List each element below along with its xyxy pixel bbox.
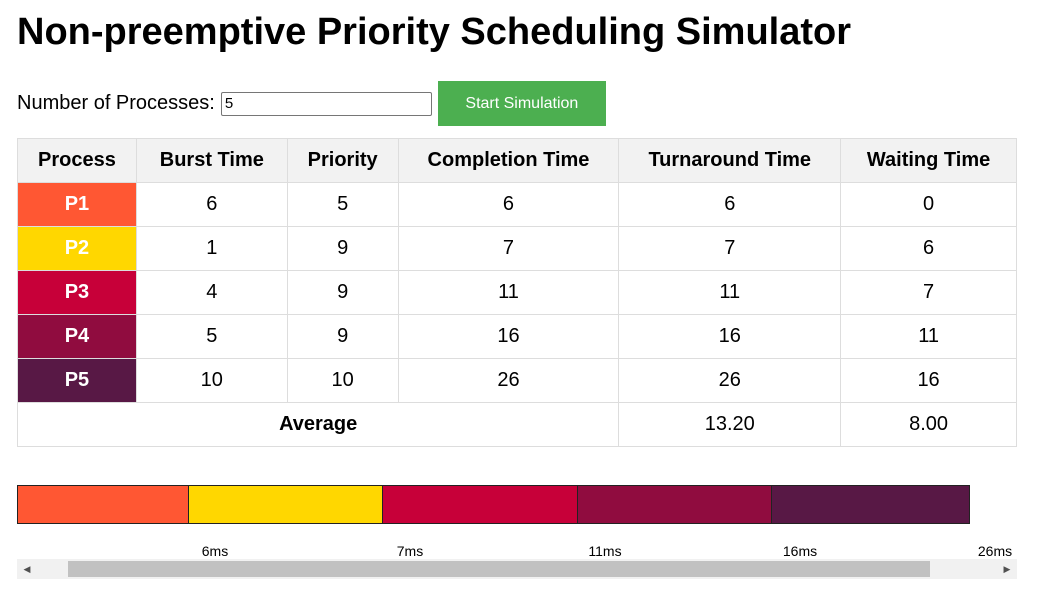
scrollbar-thumb[interactable] — [68, 561, 930, 577]
num-processes-input[interactable] — [220, 91, 432, 116]
start-simulation-button[interactable]: Start Simulation — [437, 81, 606, 126]
table-row: P4 5 9 16 16 11 — [17, 314, 1017, 359]
table-row: P2 1 9 7 7 6 — [17, 226, 1017, 271]
priority-cell: 5 — [286, 182, 399, 227]
turnaround-cell: 6 — [618, 182, 842, 227]
burst-cell: 10 — [135, 358, 288, 403]
average-label: Average — [16, 402, 620, 447]
gantt-segment-p1 — [18, 486, 189, 523]
gantt-segment-p3 — [383, 486, 578, 523]
gantt-tick-label: 26ms — [977, 543, 1013, 559]
priority-cell: 9 — [286, 226, 399, 271]
header-completion-time: Completion Time — [397, 138, 620, 183]
average-waiting: 8.00 — [840, 402, 1017, 447]
gantt-segment-p4 — [577, 486, 773, 523]
process-cell: P1 — [17, 182, 137, 227]
priority-cell: 9 — [286, 314, 399, 359]
priority-cell: 10 — [286, 358, 399, 403]
gantt-tick-label: 7ms — [396, 543, 424, 559]
turnaround-cell: 7 — [618, 226, 842, 271]
gantt-tick-label: 16ms — [782, 543, 818, 559]
controls-bar: Number of Processes: Start Simulation — [17, 81, 606, 126]
turnaround-cell: 26 — [618, 358, 842, 403]
gantt-tick-label: 6ms — [201, 543, 229, 559]
page-title: Non-preemptive Priority Scheduling Simul… — [17, 11, 852, 53]
horizontal-scrollbar[interactable]: ◀ ▶ — [17, 559, 1017, 579]
process-table: Process Burst Time Priority Completion T… — [16, 138, 1017, 447]
waiting-cell: 11 — [840, 314, 1017, 359]
header-process: Process — [17, 138, 137, 183]
waiting-cell: 6 — [840, 226, 1017, 271]
priority-cell: 9 — [286, 270, 399, 315]
burst-cell: 1 — [135, 226, 288, 271]
turnaround-cell: 11 — [618, 270, 842, 315]
average-turnaround: 13.20 — [618, 402, 842, 447]
num-processes-label: Number of Processes: — [17, 92, 215, 114]
gantt-chart — [17, 485, 970, 524]
burst-cell: 5 — [135, 314, 288, 359]
gantt-segment-p5 — [772, 486, 969, 523]
table-row: P1 6 5 6 6 0 — [17, 182, 1017, 227]
table-header-row: Process Burst Time Priority Completion T… — [17, 138, 1017, 183]
gantt-segment-p2 — [188, 486, 384, 523]
process-cell: P4 — [17, 314, 137, 359]
turnaround-cell: 16 — [618, 314, 842, 359]
header-turnaround-time: Turnaround Time — [618, 138, 842, 183]
burst-cell: 6 — [135, 182, 288, 227]
waiting-cell: 16 — [840, 358, 1017, 403]
waiting-cell: 7 — [840, 270, 1017, 315]
completion-cell: 6 — [397, 182, 620, 227]
table-row: P5 10 10 26 26 16 — [17, 358, 1017, 403]
header-burst-time: Burst Time — [135, 138, 288, 183]
left-arrow-icon[interactable]: ◀ — [23, 564, 31, 574]
average-row: Average 13.20 8.00 — [16, 402, 1017, 447]
process-cell: P5 — [17, 358, 137, 403]
burst-cell: 4 — [135, 270, 288, 315]
completion-cell: 7 — [397, 226, 620, 271]
gantt-tick-label: 11ms — [588, 543, 622, 559]
process-cell: P2 — [17, 226, 137, 271]
completion-cell: 11 — [397, 270, 620, 315]
waiting-cell: 0 — [840, 182, 1017, 227]
header-waiting-time: Waiting Time — [840, 138, 1017, 183]
completion-cell: 26 — [397, 358, 620, 403]
completion-cell: 16 — [397, 314, 620, 359]
header-priority: Priority — [286, 138, 399, 183]
process-cell: P3 — [17, 270, 137, 315]
right-arrow-icon[interactable]: ▶ — [1003, 564, 1011, 574]
table-row: P3 4 9 11 11 7 — [17, 270, 1017, 315]
